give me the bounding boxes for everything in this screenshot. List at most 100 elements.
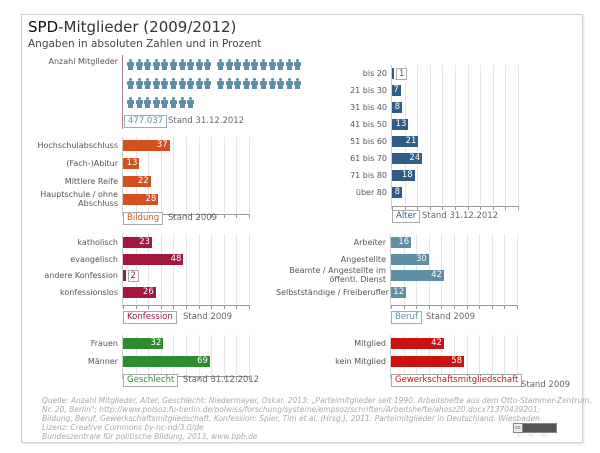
title-rest: -Mitglieder (2009/2012) [58,18,237,36]
data-label: 24 [409,153,421,163]
x-tick [467,206,469,210]
x-tick [517,305,518,309]
data-label: 2 [127,270,139,282]
gridline [492,65,494,205]
license-badge-text: BY - NC - ND [517,433,548,439]
x-tick [198,376,200,380]
gridline [135,335,137,375]
person-icon [152,78,160,89]
x-tick [428,305,430,309]
person-icon [178,97,186,108]
gridline [403,234,405,304]
person-icon [144,97,152,108]
source-line: Bildung, Beruf, Gewerkschaftsmitgliedsch… [42,414,543,423]
x-tick [442,206,444,210]
category-label: 21 bis 30 [350,86,387,95]
category-label: 61 bis 70 [350,154,387,163]
gridline [249,335,250,375]
bar [392,68,394,79]
person-icon [135,78,143,89]
person-icon [204,59,212,70]
data-label: 18 [401,170,413,180]
gridline [186,234,187,304]
source-line: Lizenz: Creative Commons by-nc-nd/3.0/de [42,423,204,432]
x-tick [223,376,225,380]
gridline [417,65,419,205]
x-tick [148,305,150,309]
data-label: 42 [431,338,442,348]
gridline [160,234,162,304]
person-icon [294,59,302,70]
person-icon [251,59,259,70]
gridline [505,65,507,205]
gridline [466,335,468,375]
bar [392,153,423,164]
person-icon [135,59,143,70]
x-tick [404,206,406,210]
category-label: Arbeiter [353,238,386,247]
data-label: 13 [126,158,138,168]
x-tick [123,305,124,309]
data-label: 1 [396,68,408,80]
chart-legend-konfession: Konfession [123,311,177,324]
x-tick [236,305,238,309]
person-icon [127,78,134,89]
person-icon [225,78,233,89]
y-axis [390,335,391,379]
person-icon [260,59,267,70]
data-label: 21 [405,136,417,146]
category-label: Mittlere Reife [64,177,118,186]
gridline [466,234,468,304]
x-tick [198,305,200,309]
y-axis [391,65,392,209]
bar [123,237,152,248]
members-stand: Stand 31.12.2012 [168,116,245,126]
gridline [504,335,506,375]
person-icon [195,78,203,89]
bar [123,176,151,187]
data-label: 48 [170,253,182,264]
x-tick [455,206,456,210]
category-label: evangelisch [70,254,118,264]
chart-legend-bildung: Bildung [123,212,164,225]
person-icon [170,97,177,108]
person-icon [161,78,169,89]
gridline [186,137,187,213]
gridline [173,234,175,304]
page-title: SPD-Mitglieder (2009/2012) [28,18,236,36]
cc-license-badge[interactable]: ccBY - NC - ND [513,423,557,439]
data-label: 7 [393,85,399,95]
x-tick [429,206,431,210]
person-icon [277,78,285,89]
chart-legend-geschlecht: Geschlecht [123,374,179,387]
bar [123,286,156,298]
gridline [517,335,518,375]
person-icon [234,59,242,70]
person-icon [144,78,152,89]
person-icon [152,59,160,70]
chart-stand: Stand 31.12.2012 [422,211,499,221]
person-icon [225,59,233,70]
gridline [479,335,481,375]
person-icon [217,78,224,89]
data-label: 8 [394,102,401,112]
category-label: Männer [87,357,118,366]
gridline [428,234,430,304]
person-icon [161,59,169,70]
x-tick [403,305,405,309]
person-icon [277,59,285,70]
gridline [454,234,455,304]
x-tick [198,214,200,218]
bar [392,85,401,96]
gridline [223,335,225,375]
category-label: Hochschulabschluss [37,141,118,150]
gridline [467,65,469,205]
x-tick [186,305,187,309]
gridline [455,65,456,205]
gridline [198,234,200,304]
gridline [173,335,175,375]
bar [391,338,444,349]
gridline [416,234,418,304]
person-icon [285,78,293,89]
gridline [236,137,238,213]
